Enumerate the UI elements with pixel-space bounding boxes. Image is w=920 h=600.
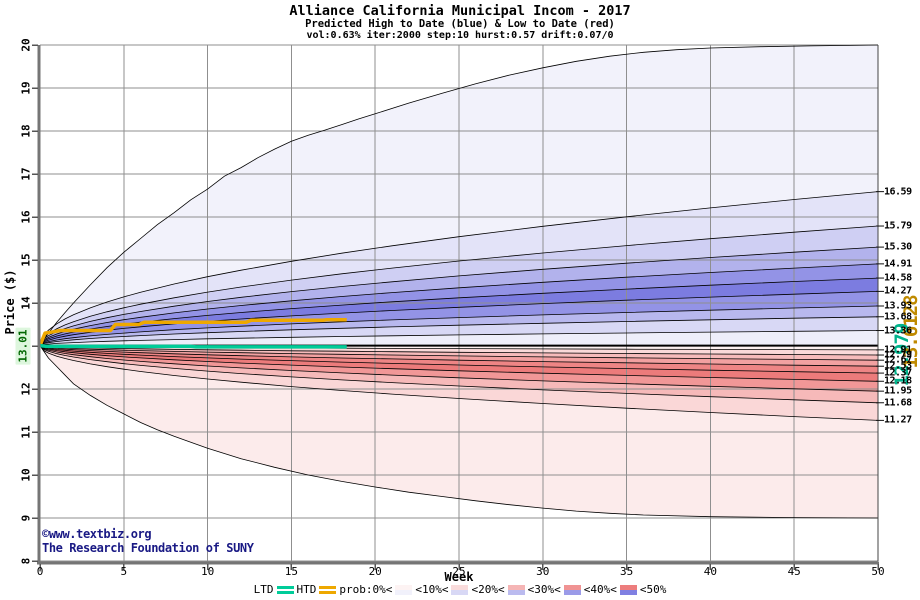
high-prob-band [40, 247, 878, 346]
percentile-boundary-line [39, 345, 879, 367]
legend: LTD HTD prob:0%< <10%< <20%< <30%< <40%< <50% [0, 583, 920, 596]
percentile-boundary-line [39, 316, 879, 346]
percentile-boundary-line [39, 225, 879, 346]
right-price-label: 13.36 [884, 325, 912, 337]
legend-htd-swatch [319, 585, 337, 594]
start-price-label: 13.01 [15, 327, 31, 365]
percentile-boundary-line [39, 345, 879, 404]
htd-line [38, 318, 347, 347]
copyright-url: ©www.textbiz.org [42, 527, 152, 541]
x-tick-label: 5 [120, 565, 128, 578]
chart-title: Alliance California Municipal Incom - 20… [289, 3, 631, 19]
right-price-label: 14.91 [884, 258, 912, 270]
y-tick-label: 14 [19, 296, 33, 310]
right-price-label: 12.37 [884, 367, 912, 379]
high-prob-band [40, 263, 878, 346]
percentile-boundary-line [39, 345, 879, 382]
x-tick-label: 0 [36, 565, 44, 578]
right-price-label: 12.91 [884, 344, 912, 356]
legend-ltd-label: LTD [253, 583, 274, 596]
percentile-boundary-line [39, 44, 879, 346]
y-axis-title: Price ($) [3, 269, 17, 335]
right-price-label: 12.67 [884, 354, 912, 366]
ltd-line [39, 343, 347, 349]
right-price-label: 11.27 [884, 414, 912, 426]
y-tick-label: 17 [19, 167, 33, 181]
y-tick-label: 12 [19, 382, 33, 396]
y-tick-label: 8 [19, 557, 33, 565]
right-price-label: 14.58 [884, 272, 912, 284]
x-tick-label: 40 [703, 565, 718, 578]
low-prob-band [40, 345, 878, 421]
legend-htd-label: HTD [296, 583, 317, 596]
percentile-boundary-line [39, 345, 879, 374]
chart-simulation-params: vol:0.63% iter:2000 step:10 hurst:0.57 d… [306, 30, 614, 41]
x-tick-label: 50 [871, 565, 885, 578]
right-price-label: 11.95 [884, 385, 912, 397]
x-tick-label: 25 [452, 565, 466, 578]
y-tick-label: 11 [19, 425, 33, 439]
legend-prob-swatch [619, 584, 637, 595]
percentile-boundary-line [39, 305, 879, 346]
y-tick-label: 20 [19, 38, 33, 52]
x-tick-label: 20 [368, 565, 382, 578]
low-prob-band [40, 345, 878, 392]
chart-subtitle: Predicted High to Date (blue) & Low to D… [305, 18, 615, 30]
legend-prob-label: <50% [639, 583, 667, 596]
high-prob-band [40, 306, 878, 346]
right-price-label: 11.68 [884, 397, 912, 409]
legend-prob-swatch [451, 584, 469, 595]
percentile-boundary-line [39, 330, 879, 346]
legend-prob-swatch [507, 584, 525, 595]
percentile-boundary-line [39, 345, 879, 392]
high-prob-band [40, 278, 878, 346]
legend-prob-label: <40%< [583, 583, 617, 596]
y-tick-label: 9 [19, 514, 33, 522]
x-axis-title: Week [444, 570, 474, 584]
right-price-label: 12.79 [884, 349, 912, 361]
legend-prob-label: <10%< [415, 583, 449, 596]
high-prob-band [40, 291, 878, 346]
y-tick-label: 10 [19, 468, 33, 482]
right-price-label: 12.18 [884, 375, 912, 387]
legend-ltd-swatch [276, 585, 294, 594]
low-prob-band [40, 345, 878, 382]
x-tick-label: 35 [619, 565, 634, 578]
legend-prob-label: <20%< [471, 583, 505, 596]
percentile-boundary-line [39, 263, 879, 346]
percentile-boundary-line [39, 345, 879, 519]
percentile-boundary-line [39, 191, 879, 346]
x-tick-label: 30 [536, 565, 550, 578]
right-price-label: 15.30 [884, 241, 912, 253]
legend-prob-label: prob:0%< [339, 583, 393, 596]
x-tick-label: 45 [787, 565, 801, 578]
right-price-label: 16.59 [884, 186, 912, 198]
high-prob-band [40, 226, 878, 346]
legend-prob-label: <30%< [527, 583, 561, 596]
legend-prob-swatch [563, 584, 581, 595]
right-price-label: 12.53 [884, 360, 912, 372]
y-tick-label: 19 [19, 81, 33, 95]
right-price-label: 15.79 [884, 220, 912, 232]
x-tick-label: 10 [200, 565, 215, 578]
right-price-label: 13.68 [884, 311, 912, 323]
copyright-org: The Research Foundation of SUNY [42, 541, 254, 555]
high-prob-band [40, 191, 878, 346]
right-price-label: 14.27 [884, 285, 912, 297]
y-tick-label: 18 [19, 124, 33, 138]
percentile-boundary-line [39, 277, 879, 346]
percentile-boundary-line [39, 345, 879, 421]
legend-prob-swatch [395, 584, 413, 595]
y-tick-label: 15 [19, 253, 33, 267]
low-prob-band [40, 345, 878, 374]
y-tick-label: 16 [19, 210, 33, 224]
right-price-label: 13.93 [884, 300, 912, 312]
x-tick-label: 15 [284, 565, 299, 578]
